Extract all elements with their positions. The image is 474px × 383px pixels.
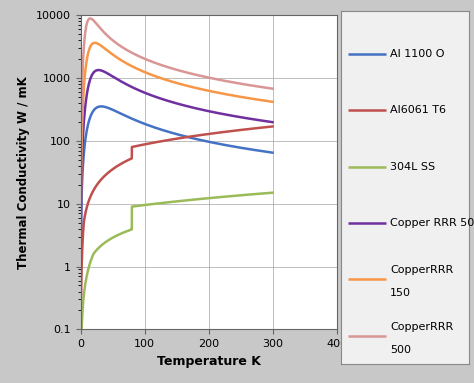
Text: Copper RRR 50: Copper RRR 50: [390, 218, 474, 228]
Text: CopperRRR: CopperRRR: [390, 265, 453, 275]
Y-axis label: Thermal Conductivity W / mK: Thermal Conductivity W / mK: [18, 76, 30, 269]
Text: 500: 500: [390, 345, 411, 355]
Text: CopperRRR: CopperRRR: [390, 322, 453, 332]
X-axis label: Temperature K: Temperature K: [156, 355, 261, 368]
Text: Al6061 T6: Al6061 T6: [390, 105, 446, 115]
Text: 150: 150: [390, 288, 411, 298]
Text: 304L SS: 304L SS: [390, 162, 435, 172]
Text: Al 1100 O: Al 1100 O: [390, 49, 445, 59]
